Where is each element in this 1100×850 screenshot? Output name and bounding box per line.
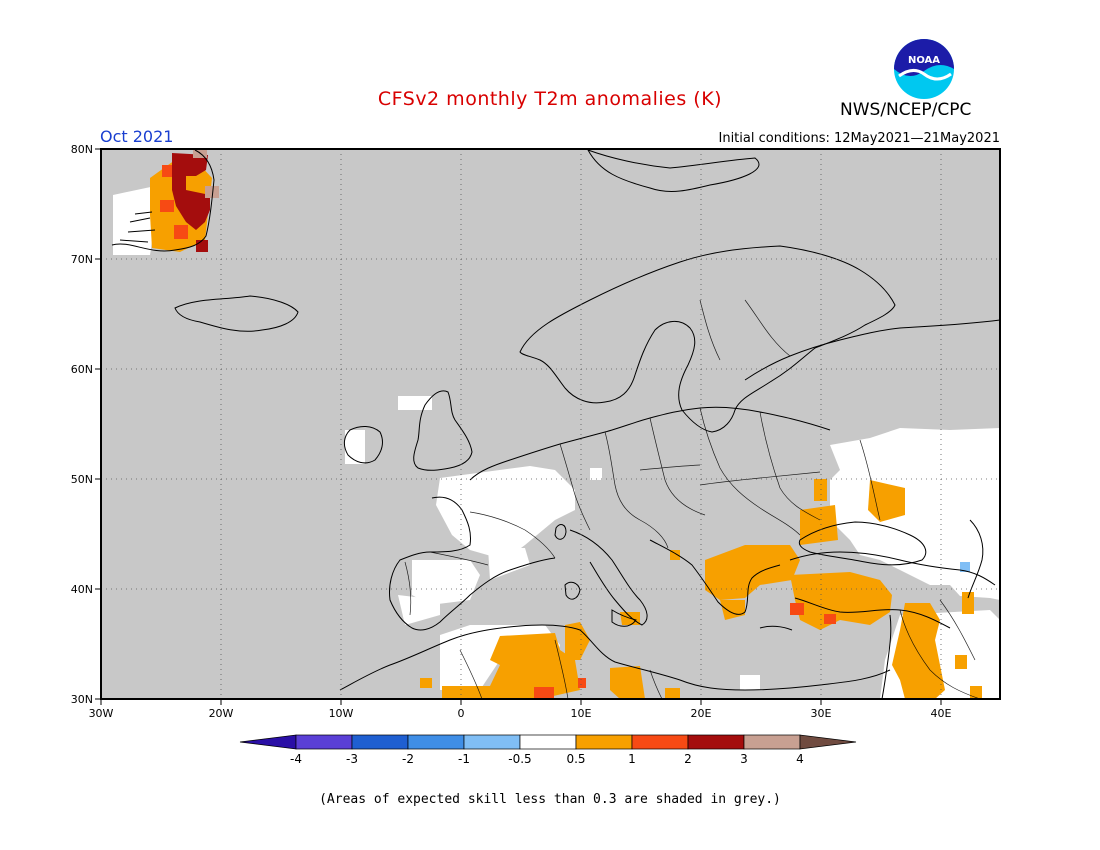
lat-tick-label: 40N [71,583,93,596]
map-frame [100,148,1001,700]
colorbar-label: -3 [346,752,358,766]
logo-text: NOAA [908,55,940,66]
colorbar-swatch [519,734,577,750]
colorbar-swatch [799,734,857,750]
lat-tick-label: 50N [71,473,93,486]
lon-tick-label: 10W [329,707,354,720]
country-borders [404,299,981,700]
axis-ticks [95,148,942,705]
lon-tick-label: 0 [458,707,465,720]
colorbar: -4 -3 -2 -1 -0.5 0.5 1 2 3 4 [239,734,857,766]
colorbar-label: 4 [796,752,804,766]
lon-tick-label: 10E [571,707,592,720]
colorbar-swatch [351,734,409,750]
lon-tick-label: 40E [931,707,952,720]
lat-tick-label: 80N [71,143,93,156]
colorbar-label: -0.5 [508,752,531,766]
lat-tick-labels: 80N 70N 60N 50N 40N 30N [71,143,93,706]
lon-tick-label: 30E [811,707,832,720]
colorbar-label: -1 [458,752,470,766]
colorbar-swatch [407,734,465,750]
lon-tick-label: 20E [691,707,712,720]
colorbar-label: 3 [740,752,748,766]
lon-tick-label: 30W [89,707,114,720]
colorbar-swatch [239,734,297,750]
colorbar-swatch [687,734,745,750]
colorbar-swatch [295,734,353,750]
colorbar-label: 2 [684,752,692,766]
forecast-month: Oct 2021 [100,127,174,146]
colorbar-label: -4 [290,752,302,766]
lat-tick-label: 60N [71,363,93,376]
cool-anomaly-lightblue [960,562,970,572]
noaa-logo: NOAA [894,39,954,99]
colorbar-label: -2 [402,752,414,766]
org-label: NWS/NCEP/CPC [840,100,972,120]
coastlines [111,149,1001,700]
warm-anomaly-red [160,165,836,699]
colorbar-label: 1 [628,752,636,766]
colorbar-swatch [631,734,689,750]
initial-conditions: Initial conditions: 12May2021—21May2021 [718,131,1001,146]
lon-tick-label: 20W [209,707,234,720]
colorbar-swatch [575,734,633,750]
colorbar-label: 0.5 [566,752,585,766]
map-title: CFSv2 monthly T2m anomalies (K) [377,88,723,110]
colorbar-swatch [743,734,801,750]
lat-tick-label: 70N [71,253,93,266]
lat-tick-label: 30N [71,693,93,706]
skill-footnote: (Areas of expected skill less than 0.3 a… [319,792,781,807]
lon-tick-labels: 30W 20W 10W 0 10E 20E 30E 40E [89,707,952,720]
colorbar-swatch [463,734,521,750]
warm-anomaly-brown [193,150,219,198]
graticule [101,149,1000,699]
